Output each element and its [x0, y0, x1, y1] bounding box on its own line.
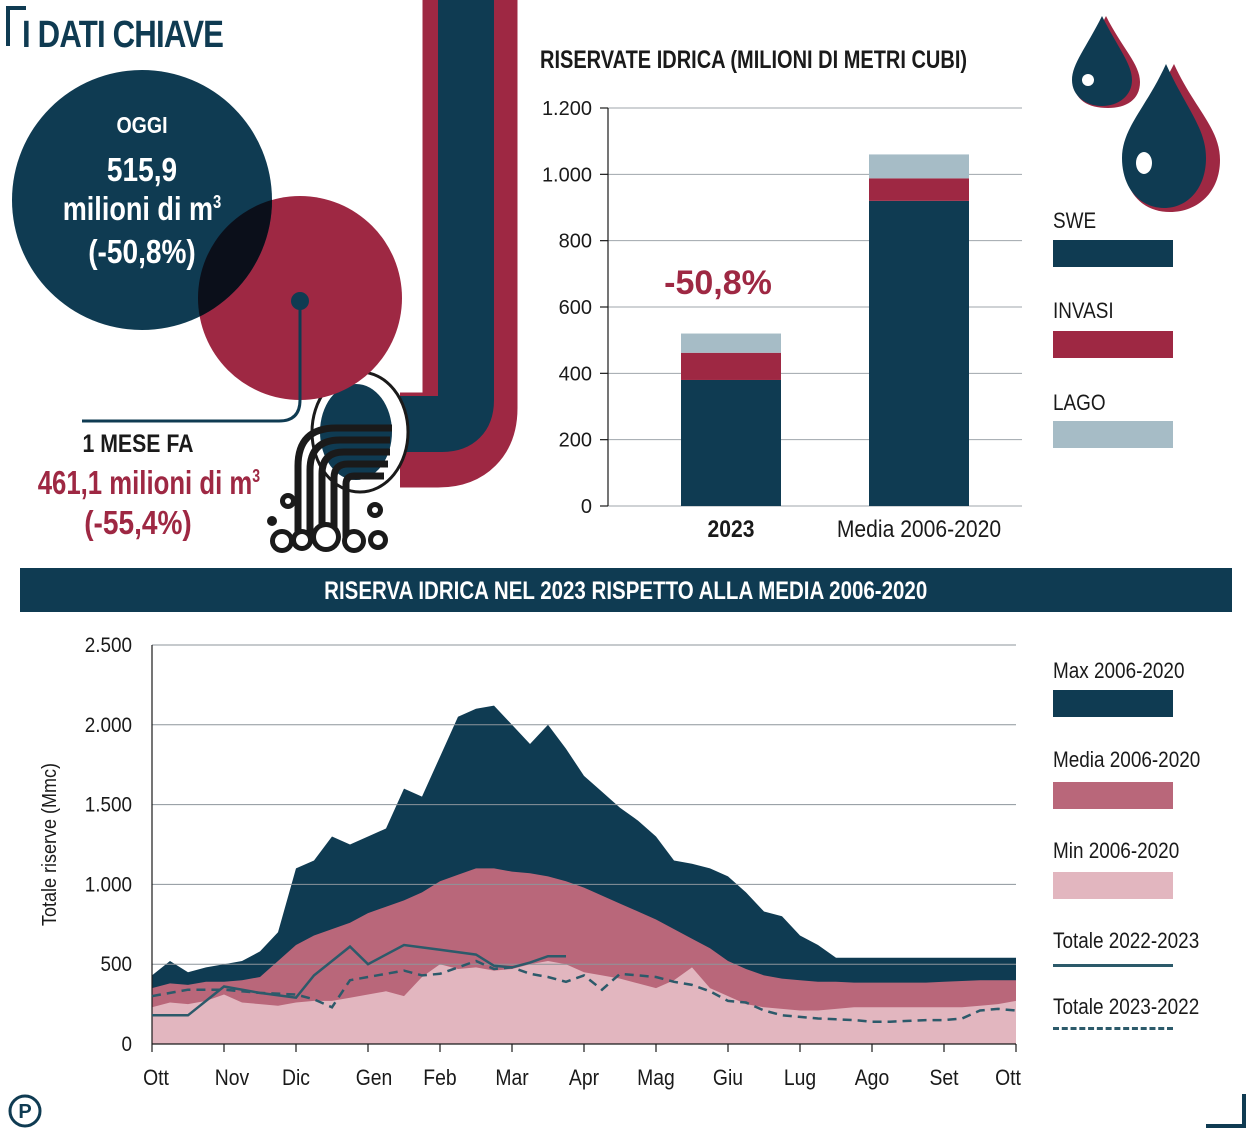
reserve-bubbles-graphic	[12, 0, 518, 553]
legend-line-dashed	[1053, 1027, 1173, 1030]
bar-chart: 0 200 400 600 800 1.000 1.200 2023 Media 2006-20…	[542, 98, 1022, 543]
legend-swatch-swe	[1053, 240, 1173, 267]
area-xtick-label: Ago	[855, 1066, 889, 1090]
area-min-2006-2020	[152, 961, 1016, 1044]
svg-text:P: P	[18, 1101, 31, 1123]
area-xtick-label: Nov	[215, 1066, 250, 1090]
bar-swe-media-2006-2020	[869, 200, 969, 506]
bubble-overlap	[198, 196, 272, 330]
legend-line-solid	[1053, 964, 1173, 967]
bar-lago-media-2006-2020	[869, 154, 969, 179]
today-change: (-50,8%)	[88, 233, 196, 270]
section-banner: RISERVA IDRICA NEL 2023 RISPETTO ALLA ME…	[20, 568, 1232, 612]
area-xtick-label: Ott	[143, 1066, 169, 1090]
area-xtick-label: Lug	[784, 1066, 816, 1090]
legend-label-totale-2023-2022: Totale 2023-2022	[1053, 994, 1200, 1019]
bar-ytick-label: 0	[581, 496, 592, 518]
legend-label-media: Media 2006-2020	[1053, 747, 1201, 772]
month-ago-label: 1 MESE FA	[82, 430, 194, 458]
area-ytick-label: 2.500	[85, 634, 132, 657]
legend-label-max: Max 2006-2020	[1053, 658, 1185, 683]
area-ytick-label: 500	[100, 953, 132, 976]
legend-label-lago: LAGO	[1053, 390, 1106, 415]
bar-ytick-label: 400	[559, 363, 592, 385]
area-ytick-label: 1.000	[85, 874, 132, 897]
area-ytick-label: 2.000	[85, 714, 132, 737]
area-xtick-label: Mar	[495, 1066, 528, 1090]
section-banner-text: RISERVA IDRICA NEL 2023 RISPETTO ALLA ME…	[324, 577, 928, 605]
corner-bracket-top-left	[6, 6, 26, 46]
legend-label-invasi: INVASI	[1053, 298, 1114, 323]
publisher-logo-icon: P	[8, 1094, 42, 1128]
month-ago-value: 461,1 milioni di m3	[38, 464, 260, 502]
area-xtick-label: Gen	[356, 1066, 393, 1090]
legend-label-swe: SWE	[1053, 208, 1097, 233]
legend-swatch-max	[1053, 690, 1173, 717]
bar-ytick-label: 600	[559, 297, 592, 319]
bar-swe-2023	[681, 379, 781, 506]
legend-swatch-lago	[1053, 421, 1173, 448]
page-title: I DATI CHIAVE	[22, 14, 224, 56]
today-unit-sup: 3	[213, 192, 222, 212]
area-xtick-label: Set	[929, 1066, 958, 1090]
today-unit-text: milioni di m	[62, 190, 214, 227]
area-xtick-label: Feb	[423, 1066, 456, 1090]
water-drop-icon	[1072, 16, 1220, 212]
area-xtick-label: Giu	[713, 1066, 743, 1090]
bar-ytick-label: 200	[559, 430, 592, 452]
today-label: OGGI	[116, 112, 168, 138]
month-ago-value-text: 461,1 milioni di m	[37, 464, 253, 501]
month-ago-unit-sup: 3	[252, 466, 261, 486]
bar-annotation: -50,8%	[664, 264, 772, 302]
legend-swatch-invasi	[1053, 331, 1173, 358]
legend-label-totale-2022-2023: Totale 2022-2023	[1053, 928, 1200, 953]
bar-invasi-media-2006-2020	[869, 178, 969, 201]
month-ago-change: (-55,4%)	[84, 504, 192, 541]
legend-label-min: Min 2006-2020	[1053, 838, 1180, 863]
bar-category-label: 2023	[708, 516, 755, 543]
area-ytick-label: 0	[121, 1033, 132, 1056]
today-value: 515,9	[106, 151, 178, 188]
bar-chart-title: RISERVATE IDRICA (MILIONI DI METRI CUBI)	[540, 46, 968, 74]
area-xtick-label: Ott	[995, 1066, 1021, 1090]
today-unit: milioni di m3	[52, 190, 232, 228]
bar-lago-2023	[681, 333, 781, 353]
bar-invasi-2023	[681, 352, 781, 380]
area-chart: 0 500 1.000 1.500 2.000 2.500 Ott Nov Dic Gen Feb M…	[39, 634, 1021, 1090]
area-xtick-label: Apr	[569, 1066, 599, 1090]
area-ytick-label: 1.500	[85, 794, 132, 817]
area-xtick-label: Dic	[282, 1066, 310, 1090]
leader-line	[82, 301, 302, 423]
legend-swatch-min	[1053, 872, 1173, 899]
area-y-axis-label: Totale riserve (Mmc)	[39, 763, 61, 926]
corner-bracket-bottom-right	[1206, 1094, 1246, 1128]
bar-ytick-label: 800	[559, 231, 592, 253]
area-xtick-label: Mag	[637, 1066, 675, 1090]
legend-swatch-media	[1053, 782, 1173, 809]
bar-ytick-label: 1.200	[542, 98, 592, 120]
pipe-icon	[267, 0, 518, 553]
bar-category-label: Media 2006-2020	[837, 516, 1001, 543]
bar-ytick-label: 1.000	[542, 164, 592, 186]
